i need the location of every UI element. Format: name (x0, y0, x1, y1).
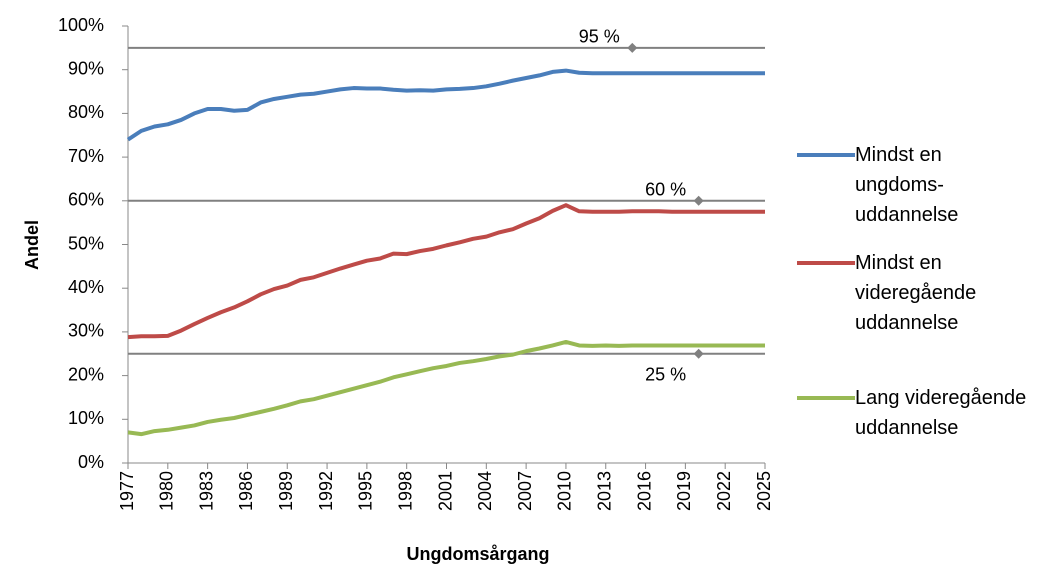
y-tick-label: 40% (68, 277, 104, 297)
series-line (126, 68, 765, 142)
legend-label: Lang videregående uddannelse (855, 387, 1027, 439)
x-tick-label: 2016 (634, 471, 654, 511)
y-tick-label: 20% (68, 364, 104, 384)
x-tick-label: 2004 (475, 471, 495, 511)
x-tick-label: 2019 (674, 471, 694, 511)
y-axis-label: Andel (22, 220, 42, 270)
x-tick-label: 2025 (754, 471, 774, 511)
x-tick-label: 2013 (595, 471, 615, 511)
y-tick-label: 0% (78, 452, 104, 472)
target-label: 25 % (645, 365, 686, 385)
x-tick-label: 1977 (117, 471, 137, 511)
x-tick-label: 2010 (555, 471, 575, 511)
x-tick-label: 1986 (236, 471, 256, 511)
series-line (127, 203, 765, 340)
legend-label: Mindst en ungdoms-uddannelse (855, 144, 959, 226)
y-tick-label: 90% (68, 58, 104, 78)
y-tick-label: 70% (68, 146, 104, 166)
target-marker (693, 348, 704, 359)
target-marker (693, 195, 704, 206)
x-tick-label: 1992 (316, 471, 336, 511)
y-tick-label: 60% (68, 190, 104, 210)
x-tick-label: 2007 (515, 471, 535, 511)
target-label: 95 % (579, 27, 620, 47)
x-tick-label: 1995 (356, 471, 376, 511)
x-tick-label: 1989 (276, 471, 296, 511)
legend-label: Mindst en videregående uddannelse (855, 252, 977, 334)
y-tick-label: 100% (58, 15, 104, 35)
x-axis-label: Ungdomsårgang (406, 544, 549, 564)
x-tick-label: 1983 (196, 471, 216, 511)
y-tick-label: 10% (68, 408, 104, 428)
x-tick-label: 1980 (157, 471, 177, 511)
y-tick-label: 30% (68, 321, 104, 341)
target-marker (627, 42, 638, 53)
target-label: 60 % (645, 180, 686, 200)
x-tick-label: 2001 (435, 471, 455, 511)
series-line (127, 339, 765, 437)
y-tick-label: 80% (68, 102, 104, 122)
y-tick-label: 50% (68, 233, 104, 253)
x-tick-label: 1998 (395, 471, 415, 511)
x-tick-label: 2022 (714, 471, 734, 511)
